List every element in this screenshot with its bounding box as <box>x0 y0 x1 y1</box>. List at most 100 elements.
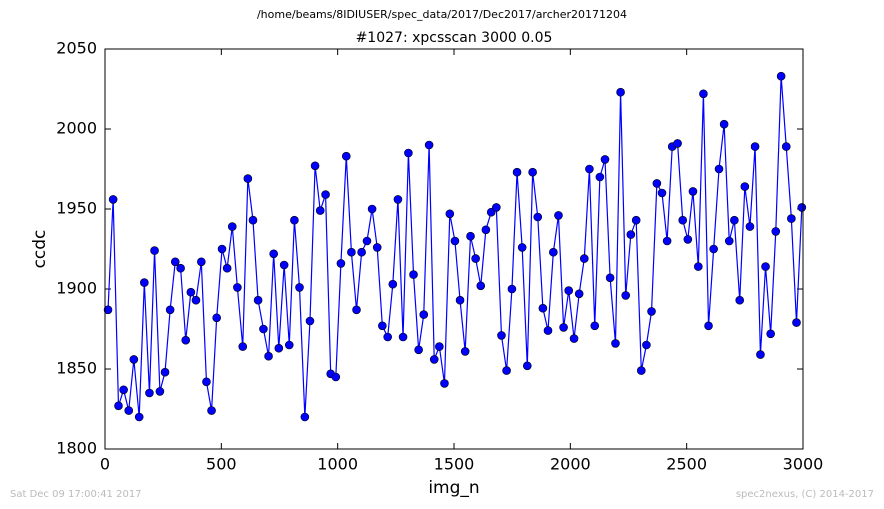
data-point <box>227 222 237 231</box>
y-tick-label: 2000 <box>56 119 97 138</box>
data-point <box>611 339 620 348</box>
data-point <box>103 305 113 315</box>
data-point <box>398 332 408 342</box>
data-point <box>290 215 299 225</box>
header-path: /home/beams/8IDIUSER/spec_data/2017/Dec2… <box>257 8 627 21</box>
data-point <box>600 155 610 164</box>
data-point <box>253 295 263 305</box>
x-tick-label: 0 <box>100 455 110 474</box>
data-point <box>455 295 465 305</box>
data-point <box>140 278 149 287</box>
data-point <box>238 342 248 351</box>
data-point <box>310 161 320 171</box>
x-tick-label: 1500 <box>434 455 475 474</box>
data-point <box>176 263 185 273</box>
data-point <box>259 324 268 334</box>
data-point <box>730 215 739 225</box>
data-point <box>129 355 139 364</box>
data-point <box>756 350 765 359</box>
data-point <box>248 215 258 225</box>
data-point <box>631 215 641 225</box>
data-point <box>471 254 480 263</box>
data-point <box>160 367 170 377</box>
data-point <box>776 71 786 81</box>
data-point <box>559 323 568 332</box>
data-point <box>699 89 708 99</box>
data-point <box>202 377 211 387</box>
footer-date: Sat Dec 09 17:00:41 2017 <box>10 489 142 500</box>
data-point <box>207 406 216 415</box>
footer-credit: spec2nexus, (C) 2014-2017 <box>736 489 874 500</box>
data-point <box>321 190 330 199</box>
data-point <box>605 273 615 283</box>
data-point <box>476 281 486 291</box>
data-point <box>419 310 429 319</box>
data-point <box>404 148 413 158</box>
data-point <box>579 254 589 263</box>
data-point <box>543 326 553 335</box>
x-tick-label: 3000 <box>783 455 824 474</box>
data-point <box>429 355 439 364</box>
data-point <box>414 345 423 355</box>
data-point <box>134 412 144 422</box>
data-point <box>590 321 600 331</box>
data-point <box>114 401 123 411</box>
data-point <box>352 305 361 315</box>
data-point <box>466 231 475 241</box>
data-point <box>108 195 118 204</box>
data-point <box>766 329 775 339</box>
data-point <box>549 247 558 257</box>
data-point <box>693 262 703 271</box>
data-point <box>642 340 651 350</box>
data-point <box>735 295 745 305</box>
data-point <box>647 307 656 316</box>
data-point <box>507 284 517 294</box>
data-point <box>688 187 698 196</box>
data-point <box>217 244 227 254</box>
data-point <box>517 243 527 252</box>
data-point <box>460 347 470 356</box>
data-point <box>119 385 128 395</box>
data-point <box>538 303 548 313</box>
data-point <box>165 305 175 315</box>
data-point <box>388 279 398 289</box>
y-tick-label: 1900 <box>56 279 97 298</box>
x-tick-label: 2500 <box>666 455 707 474</box>
data-point <box>378 321 387 331</box>
data-point <box>704 321 713 331</box>
data-point <box>797 203 807 212</box>
data-point <box>435 342 444 351</box>
data-point <box>383 332 392 342</box>
data-point <box>554 211 563 220</box>
data-point <box>186 287 196 297</box>
data-point <box>662 236 672 246</box>
data-point <box>595 172 605 182</box>
data-point <box>124 406 134 415</box>
data-point <box>657 188 667 198</box>
data-point <box>222 263 232 273</box>
plot-frame <box>104 48 804 450</box>
y-tick-label: 1950 <box>56 199 97 218</box>
x-tick-label: 2000 <box>550 455 591 474</box>
data-point <box>269 249 278 259</box>
data-point <box>719 119 729 129</box>
data-point <box>626 230 636 239</box>
data-point <box>181 335 191 345</box>
data-point <box>450 236 460 246</box>
y-tick-label: 2050 <box>56 39 97 58</box>
y-tick-label: 1850 <box>56 359 97 378</box>
data-point <box>357 247 366 257</box>
data-point <box>243 174 253 183</box>
data-point <box>191 295 201 305</box>
data-point <box>522 361 532 371</box>
chart-title: #1027: xpcsscan 3000 0.05 <box>356 30 553 46</box>
data-point <box>264 351 273 361</box>
x-axis-label: img_n <box>428 478 479 498</box>
data-point <box>533 212 543 222</box>
data-point <box>564 286 574 295</box>
data-point <box>170 257 180 267</box>
data-point <box>512 167 522 177</box>
data-point <box>569 334 579 343</box>
data-point <box>709 244 718 254</box>
